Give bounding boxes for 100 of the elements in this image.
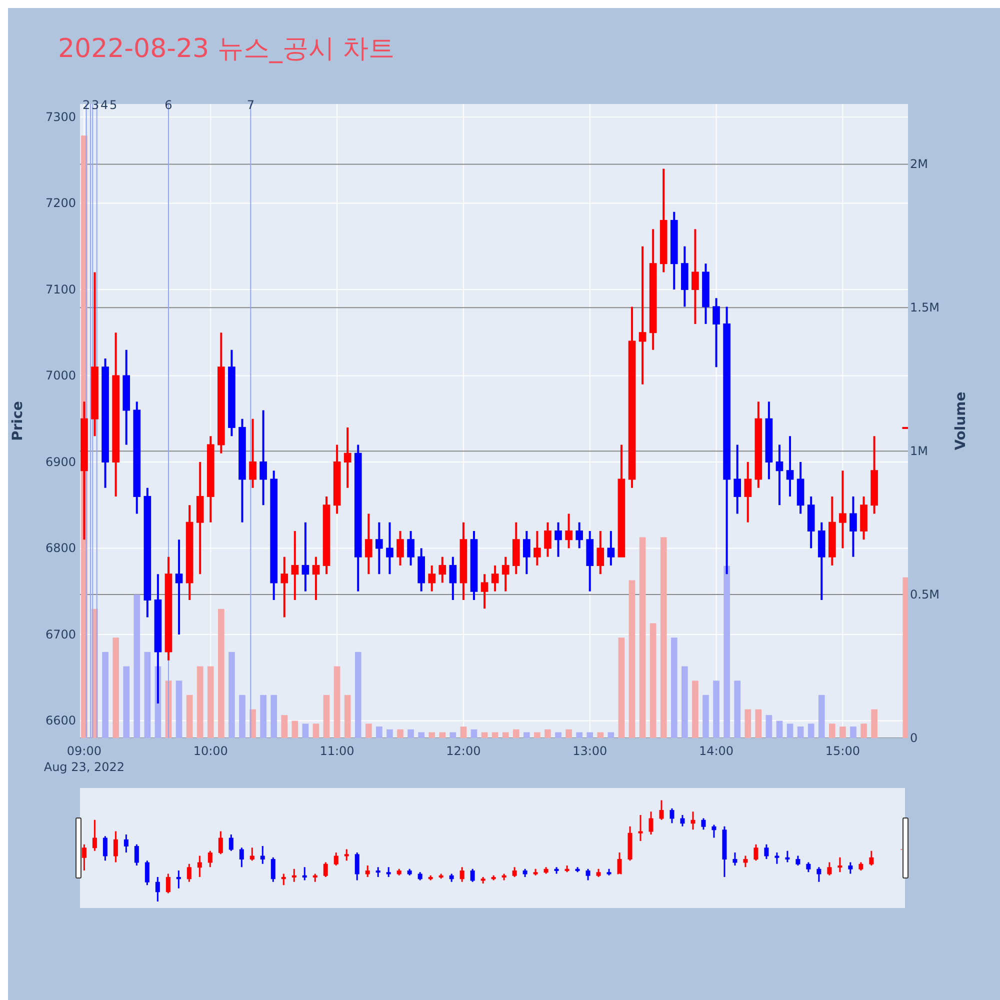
bar [502,732,509,738]
bar [776,720,783,738]
y2-tick-label: 1.5M [910,300,940,315]
bar [292,720,298,738]
ref-line-label: 7 [246,98,254,112]
bar [597,732,604,738]
candlestick [576,521,583,550]
x-tick-label: 15:00 [825,744,860,758]
candlestick [712,297,720,368]
candlestick [312,556,320,601]
bar [818,694,825,738]
y-tick-label: 6800 [45,541,76,556]
y-tick-label: 6700 [45,627,76,642]
bar [102,652,108,738]
y-tick-label: 6900 [45,454,76,469]
y-tick-label: 7200 [45,196,76,210]
bar [808,724,814,738]
candlestick [692,228,699,325]
bar [176,680,182,738]
bar [534,732,540,738]
candlestick [522,530,530,576]
candlestick [344,426,352,489]
candlestick [850,495,857,558]
bar [334,666,340,738]
bar [639,537,646,738]
candlestick [376,521,383,576]
bar [397,729,404,738]
y2-tick-label: 1M [910,444,928,458]
candlestick [638,245,646,386]
bar [207,666,214,738]
x-tick-label: 14:00 [698,744,734,758]
candlestick [607,530,615,566]
candlestick [364,512,372,576]
bar [281,715,288,738]
bar [692,680,698,738]
bar [828,724,836,738]
bar [386,729,393,738]
bar [744,709,752,738]
bar [670,638,678,738]
y-tick-label: 7100 [45,282,76,296]
bar [492,732,498,738]
y-tick-label: 7300 [45,110,76,124]
candlestick [744,460,752,524]
candlestick [386,521,394,576]
bar [702,694,709,738]
bar [460,726,467,738]
y2-axis-title: Volume [953,392,969,450]
bar [755,709,762,738]
bar [439,732,446,738]
x-tick-label: 10:00 [193,744,228,758]
bar [365,724,372,738]
candlestick [502,556,510,592]
bar [239,694,246,738]
bar [228,652,235,738]
candlestick [260,409,267,506]
bar [376,726,382,738]
x-tick-label: 13:00 [572,744,608,758]
bar [766,715,772,738]
candlestick [175,538,183,636]
bar [186,694,193,738]
candlestick [544,521,552,558]
bar [144,652,151,738]
bar [713,680,720,738]
bar [902,577,908,738]
bar [860,724,867,738]
bar [576,732,582,738]
candlestick [534,530,541,566]
bar [112,638,119,738]
bar [566,729,572,738]
candlestick [407,530,414,566]
bar [555,732,562,738]
y-axis-title: Price [10,401,26,441]
bar [618,638,625,738]
bar [323,694,330,738]
bar [544,729,551,738]
candlestick [280,556,288,618]
bar [344,694,351,738]
bar [586,732,594,738]
bar [608,732,614,738]
bar [196,666,204,738]
ref-line-label: 3 [92,98,100,112]
bar [270,694,277,738]
candlestick [734,444,742,515]
bar [354,652,362,738]
ref-line-label: 4 [100,98,108,112]
candlestick [480,573,488,610]
y-tick-label: 7000 [45,368,76,383]
y2-tick-label: 0.5M [910,588,940,602]
bar [481,732,488,738]
ref-line-label: 6 [164,98,172,112]
bar [797,726,804,738]
bar [302,724,309,738]
candlestick [565,512,572,550]
x-tick-label: 11:00 [320,744,354,758]
candlestick [786,435,794,498]
bar [786,724,794,738]
bar [650,623,656,738]
bar [260,694,266,738]
candlestick [396,530,404,566]
y-tick-label: 6600 [45,714,76,728]
